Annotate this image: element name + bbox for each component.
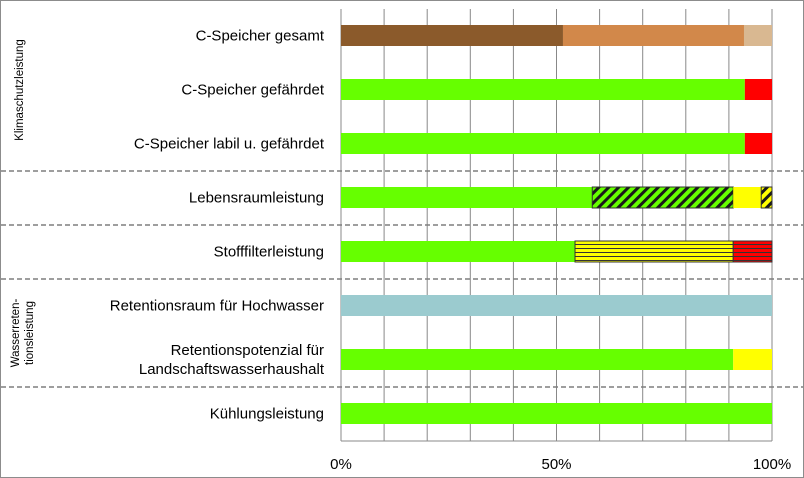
- bar-segment: [341, 25, 563, 46]
- category-label: C-Speicher gefährdet: [181, 82, 324, 99]
- group-labels: Klimaschutzleistung Wasserreten-tionsleis…: [10, 39, 36, 367]
- bar-segment: [744, 133, 772, 154]
- category-label: Landschaftswasserhaushalt: [139, 361, 325, 378]
- bar-segment: [744, 79, 772, 100]
- bar-segment: [562, 25, 744, 46]
- group-separators: [1, 170, 803, 388]
- bar-segment: [341, 187, 593, 208]
- group-label: Klimaschutzleistung: [14, 39, 26, 141]
- category-labels: C-Speicher gesamt C-Speicher gefährdet C-S…: [110, 28, 325, 423]
- bar-segment: [341, 79, 745, 100]
- bar-segment: [341, 133, 745, 154]
- bar-segment: [341, 295, 772, 316]
- category-label: Stofffilterleistung: [214, 244, 324, 261]
- bar-segment: [743, 25, 772, 46]
- bar-segment: [591, 186, 734, 209]
- bar-segment: [760, 186, 773, 209]
- group-label: tionsleistung: [24, 301, 36, 365]
- bar-segment: [733, 187, 762, 208]
- x-tick-label: 50%: [541, 456, 571, 473]
- category-label: C-Speicher labil u. gefährdet: [134, 136, 325, 153]
- category-label: Retentionspotenzial für: [171, 342, 324, 359]
- x-axis-ticks: 0% 50% 100%: [330, 456, 791, 473]
- category-label: C-Speicher gesamt: [196, 28, 325, 45]
- bar-segment: [341, 349, 734, 370]
- bar-segment: [733, 349, 772, 370]
- category-label: Retentionsraum für Hochwasser: [110, 298, 324, 315]
- bar-segment: [574, 240, 734, 263]
- bar-segment: [341, 241, 576, 262]
- bars: [341, 25, 773, 424]
- category-label: Kühlungsleistung: [210, 406, 324, 423]
- x-tick-label: 0%: [330, 456, 352, 473]
- x-tick-label: 100%: [753, 456, 791, 473]
- category-label: Lebensraumleistung: [189, 190, 324, 207]
- bar-segment: [732, 240, 773, 263]
- bar-segment: [341, 403, 772, 424]
- group-label: Wasserreten-: [10, 299, 22, 368]
